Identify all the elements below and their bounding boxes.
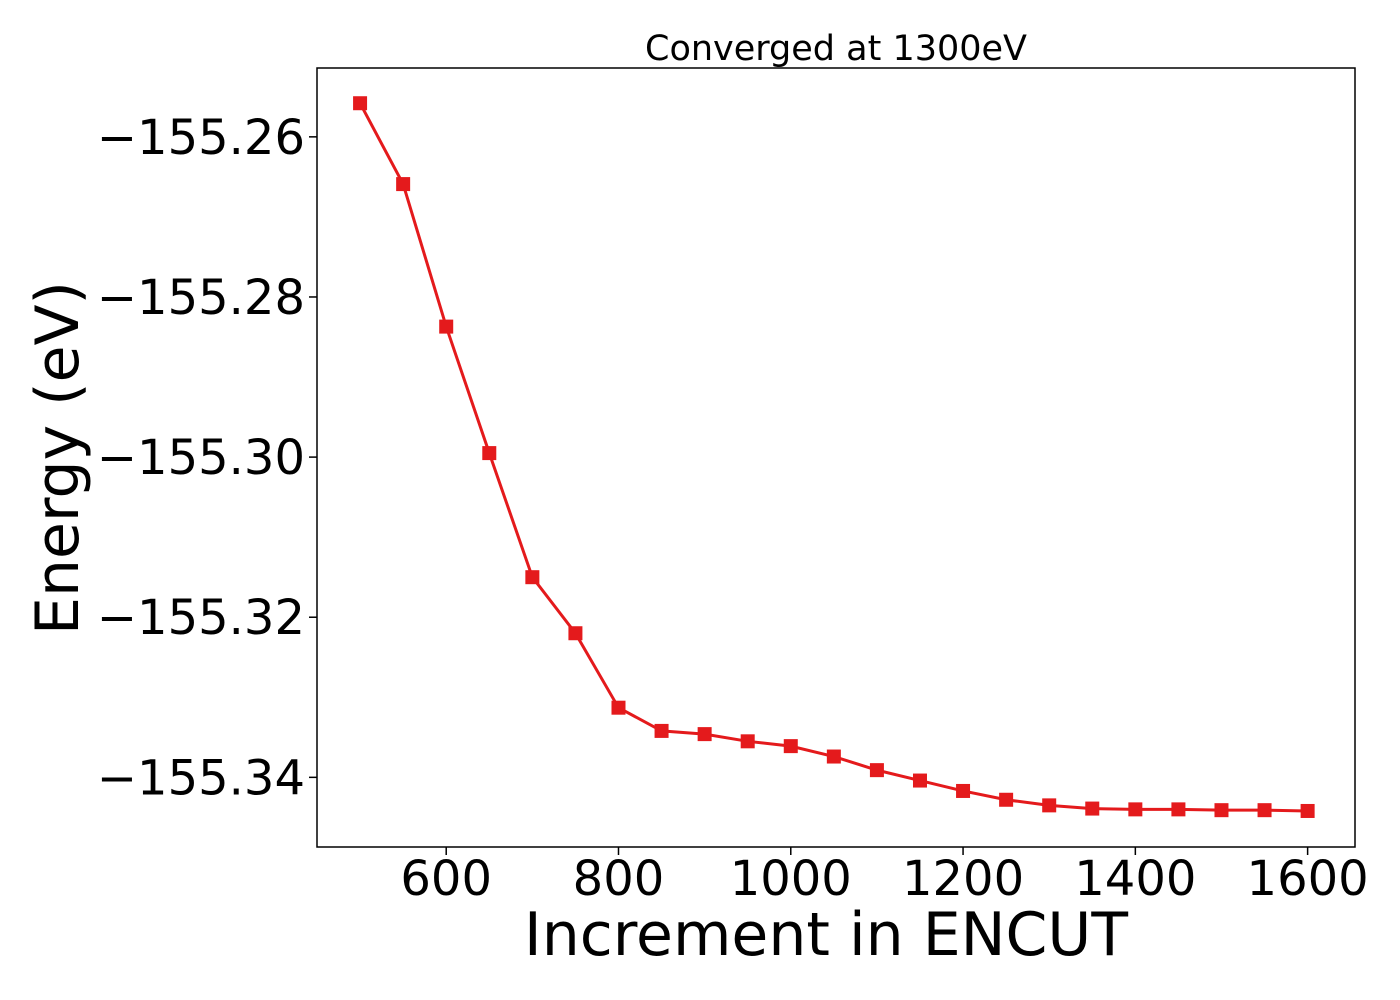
- data-point: [353, 96, 368, 111]
- y-tick-label: −155.28: [97, 270, 305, 326]
- x-tick-label: 1000: [730, 851, 852, 907]
- data-point: [869, 763, 884, 778]
- plot-frame: [316, 67, 1356, 848]
- y-tick-label: −155.32: [97, 590, 305, 646]
- y-axis-title: Energy (eV): [23, 281, 93, 635]
- x-tick-label: 600: [400, 851, 492, 907]
- x-tick-label: 800: [573, 851, 665, 907]
- x-tick-label: 1400: [1074, 851, 1196, 907]
- data-point: [1257, 803, 1272, 818]
- data-point: [1171, 802, 1186, 817]
- data-point: [1128, 802, 1143, 817]
- y-axis-ticks: −155.26 −155.28 −155.30 −155.32 −155.34: [97, 110, 317, 806]
- data-point: [783, 739, 798, 754]
- y-tick-label: −155.30: [97, 430, 305, 486]
- data-point: [482, 446, 497, 461]
- x-tick-label: 1200: [902, 851, 1024, 907]
- data-point: [912, 773, 927, 788]
- chart-title: Converged at 1300eV: [645, 29, 1027, 69]
- y-tick-label: −155.34: [97, 750, 305, 806]
- data-point: [1042, 798, 1057, 813]
- x-axis-ticks: 600 800 1000 1200 1400 1600: [400, 847, 1369, 907]
- data-point: [956, 783, 971, 798]
- data-point: [1214, 803, 1229, 818]
- data-point: [826, 749, 841, 764]
- data-point: [1300, 803, 1315, 818]
- data-point: [525, 570, 540, 585]
- data-point: [740, 734, 755, 749]
- y-tick-label: −155.26: [97, 110, 305, 166]
- data-point: [611, 700, 626, 715]
- data-point: [697, 727, 712, 742]
- data-point: [999, 792, 1014, 807]
- series-layer: [353, 96, 1315, 818]
- x-tick-label: 1600: [1247, 851, 1369, 907]
- data-point: [1085, 801, 1100, 816]
- data-point: [568, 626, 583, 641]
- data-point: [654, 723, 669, 738]
- data-point: [396, 177, 411, 192]
- plot-background: [317, 68, 1355, 847]
- data-point: [439, 319, 454, 334]
- x-axis-title: Increment in ENCUT: [524, 900, 1128, 970]
